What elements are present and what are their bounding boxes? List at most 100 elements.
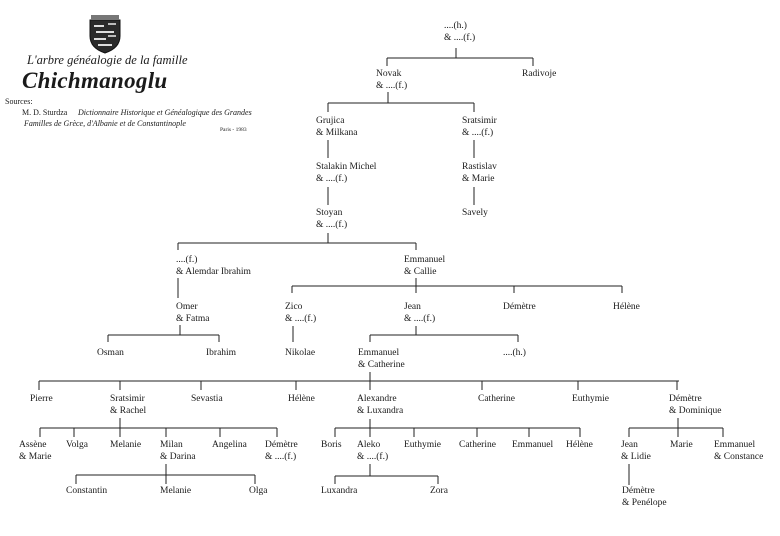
source-author: M. D. Sturdza [22,108,68,117]
person-name: Hélène [613,302,640,312]
person-name: Euthymie [572,394,609,404]
person-node-emmanuel4: Emmanuel & Constance [714,439,763,463]
person-node-emmanuel3: Emmanuel [512,439,553,451]
person-name: Hélène [288,394,315,404]
person-name: Sratsimir [462,116,497,126]
person-node-sratsimir2: Sratsimir & Rachel [110,393,146,417]
person-name: Démètre [503,302,536,312]
spouse-name: & Milkana [316,128,358,138]
person-name: Sevastia [191,394,223,404]
person-name: Stalakin Michel [316,162,377,172]
person-name: Milan [160,440,183,450]
person-node-alexandre: Alexandre & Luxandra [357,393,403,417]
spouse-name: & Luxandra [357,406,404,416]
person-name: Novak [376,69,402,79]
person-node-melanie1: Melanie [110,439,141,451]
person-node-emmanuel1: Emmanuel & Callie [404,254,445,278]
spouse-name: & Alemdar Ibrahim [176,267,251,277]
person-name: Jean [404,302,421,312]
person-name: Aleko [357,440,381,450]
person-node-milan: Milan & Darina [160,439,196,463]
person-node-jean2: Jean & Lidie [621,439,651,463]
person-name: Melanie [110,440,142,450]
family-name-title: Chichmanoglu [22,68,168,93]
person-name: Emmanuel [512,440,554,450]
spouse-name: & Callie [404,267,437,277]
person-node-demetre2: Démètre & Dominique [669,393,722,417]
coat-of-arms-icon [89,15,121,54]
person-name: Radivoje [522,69,557,79]
person-node-volga: Volga [66,439,88,451]
person-node-pierre: Pierre [30,393,53,405]
person-name: Catherine [478,394,515,404]
person-node-savely: Savely [462,207,488,219]
spouse-name: & ....(f.) [444,33,476,43]
source-title-line1: Dictionnaire Historique et Généalogique … [78,108,252,117]
person-name: Emmanuel [714,440,756,450]
spouse-name: & ....(f.) [265,452,297,462]
spouse-name: & ....(f.) [404,314,436,324]
person-node-novak: Novak & ....(f.) [376,68,407,92]
tree-subtitle: L'arbre généalogie de la famille [27,53,188,67]
person-node-euthymie2: Euthymie [404,439,441,451]
person-name: Catherine [459,440,496,450]
spouse-name: & Constance [714,452,764,462]
person-name: Jean [621,440,638,450]
spouse-name: & Rachel [110,406,147,416]
spouse-name: & ....(f.) [285,314,317,324]
person-name: Volga [66,440,88,450]
spouse-name: & ....(f.) [462,128,494,138]
person-node-olga: Olga [249,485,267,497]
person-node-sratsimir1: Sratsimir & ....(f.) [462,115,497,139]
person-name: Démètre [669,394,702,404]
person-name: Ibrahim [206,348,237,358]
spouse-name: & Catherine [358,360,405,370]
person-name: ....(f.) [176,255,198,265]
person-name: Angelina [212,440,247,450]
person-node-sevastia: Sevastia [191,393,223,405]
person-node-emmanuel2: Emmanuel & Catherine [358,347,405,371]
spouse-name: & ....(f.) [316,220,348,230]
spouse-name: & Dominique [669,406,722,416]
spouse-name: & ....(f.) [316,174,348,184]
person-name: Omer [176,302,198,312]
person-name: Savely [462,208,488,218]
person-node-aleko: Aleko & ....(f.) [357,439,388,463]
person-name: Olga [249,486,268,496]
person-name: ....(h.) [503,348,526,358]
sources-label: Sources: [5,97,33,106]
person-node-euthymie1: Euthymie [572,393,609,405]
person-node-root: ....(h.) & ....(f.) [444,20,475,44]
person-node-radivoje: Radivoje [522,68,556,80]
person-node-zico: Zico & ....(f.) [285,301,316,325]
person-name: Pierre [30,394,53,404]
person-name: Assène [19,440,47,450]
person-node-angelina: Angelina [212,439,247,451]
person-name: Zico [285,302,303,312]
person-node-demetre4: Démètre & Penélope [622,485,667,509]
person-name: Luxandra [321,486,358,496]
spouse-name: & Darina [160,452,196,462]
person-name: Constantin [66,486,108,496]
person-node-rastislav: Rastislav & Marie [462,161,497,185]
spouse-name: & Penélope [622,498,667,508]
person-node-grujica: Grujica & Milkana [316,115,357,139]
person-node-demetre1: Démètre [503,301,536,313]
spouse-name: & Marie [462,174,495,184]
spouse-name: & Lidie [621,452,651,462]
person-node-luxandra: Luxandra [321,485,357,497]
person-node-omer: Omer & Fatma [176,301,210,325]
person-node-osman: Osman [97,347,124,359]
person-node-boris: Boris [321,439,342,451]
person-name: Nikolae [285,348,316,358]
source-place-year: Paris - 1983 [220,127,247,133]
person-node-h2: ....(h.) [503,347,526,359]
source-title-line2: Familles de Grèce, d'Albanie et de Const… [24,119,186,128]
spouse-name: & ....(f.) [357,452,389,462]
spouse-name: & Marie [19,452,52,462]
person-node-demetre3: Démètre & ....(f.) [265,439,298,463]
person-name: Stoyan [316,208,343,218]
person-node-helene1: Hélène [613,301,640,313]
person-node-jean1: Jean & ....(f.) [404,301,435,325]
